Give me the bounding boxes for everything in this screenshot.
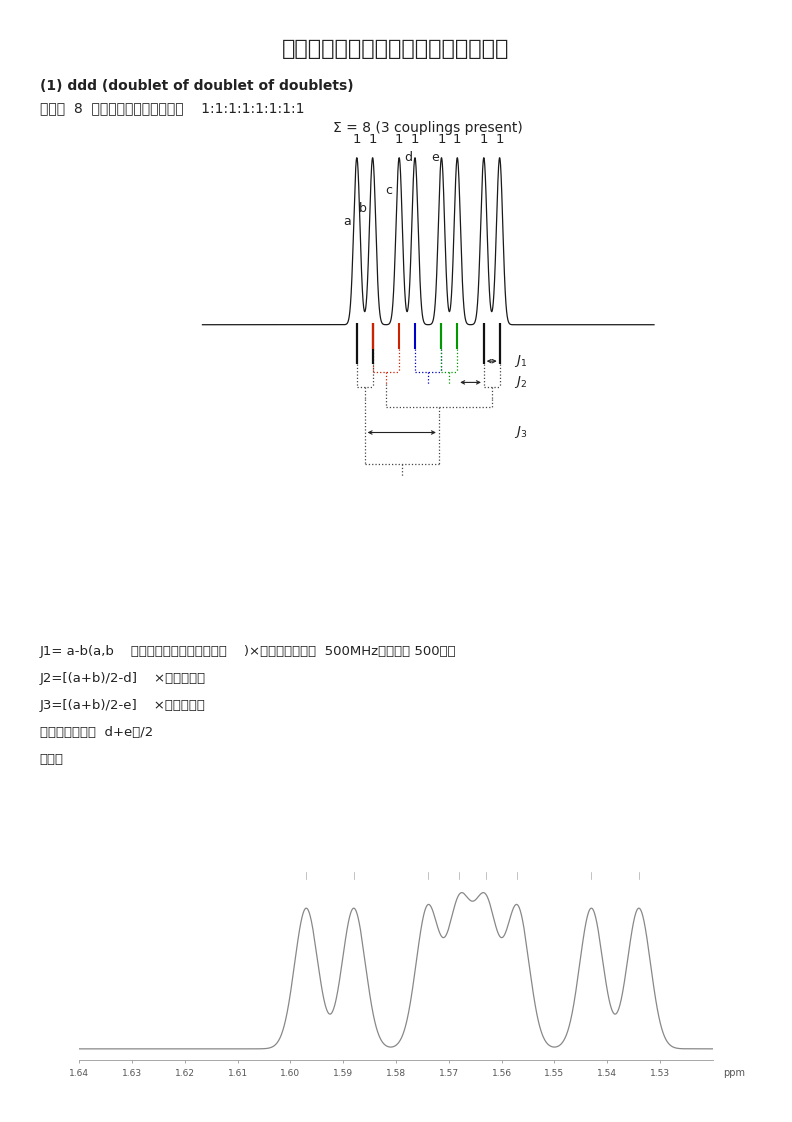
Text: Σ = 8 (3 couplings present): Σ = 8 (3 couplings present) (333, 121, 523, 136)
Text: c: c (386, 184, 393, 197)
Text: 1: 1 (395, 132, 403, 146)
Text: J2=[(a+b)/2-d]    ×核磁兆数；: J2=[(a+b)/2-d] ×核磁兆数； (40, 672, 206, 686)
Text: 1: 1 (437, 132, 446, 146)
Text: 复杂峰型的偶合常数及化学位移标注法: 复杂峰型的偶合常数及化学位移标注法 (282, 39, 510, 59)
Text: a: a (343, 214, 351, 228)
Text: d: d (404, 150, 412, 164)
Text: ppm: ppm (723, 1068, 745, 1078)
Text: $J_2$: $J_2$ (514, 375, 527, 390)
Text: J1= a-b(a,b    为化学位移値，峰値，下同    )×核磁兆数（如为  500MHz，则乘以 500）；: J1= a-b(a,b 为化学位移値，峰値，下同 )×核磁兆数（如为 500MH… (40, 645, 456, 659)
Text: 1: 1 (411, 132, 419, 146)
Text: 化学位移値为（  d+e）/2: 化学位移値为（ d+e）/2 (40, 726, 153, 739)
Text: b: b (359, 202, 367, 215)
Text: 实例：: 实例： (40, 753, 63, 766)
Text: 1: 1 (495, 132, 504, 146)
Text: 1: 1 (453, 132, 462, 146)
Text: 1: 1 (480, 132, 488, 146)
Text: 1: 1 (352, 132, 361, 146)
Text: e: e (431, 150, 439, 164)
Text: 1: 1 (368, 132, 377, 146)
Text: 特点：  8  条谱线，相对高度大约为    1:1:1:1:1:1:1:1: 特点： 8 条谱线，相对高度大约为 1:1:1:1:1:1:1:1 (40, 101, 304, 114)
Text: (1) ddd (doublet of doublet of doublets): (1) ddd (doublet of doublet of doublets) (40, 79, 353, 92)
Text: $J_3$: $J_3$ (514, 424, 527, 441)
Text: J3=[(a+b)/2-e]    ×核磁兆数；: J3=[(a+b)/2-e] ×核磁兆数； (40, 699, 205, 712)
Text: $J_1$: $J_1$ (514, 353, 527, 369)
